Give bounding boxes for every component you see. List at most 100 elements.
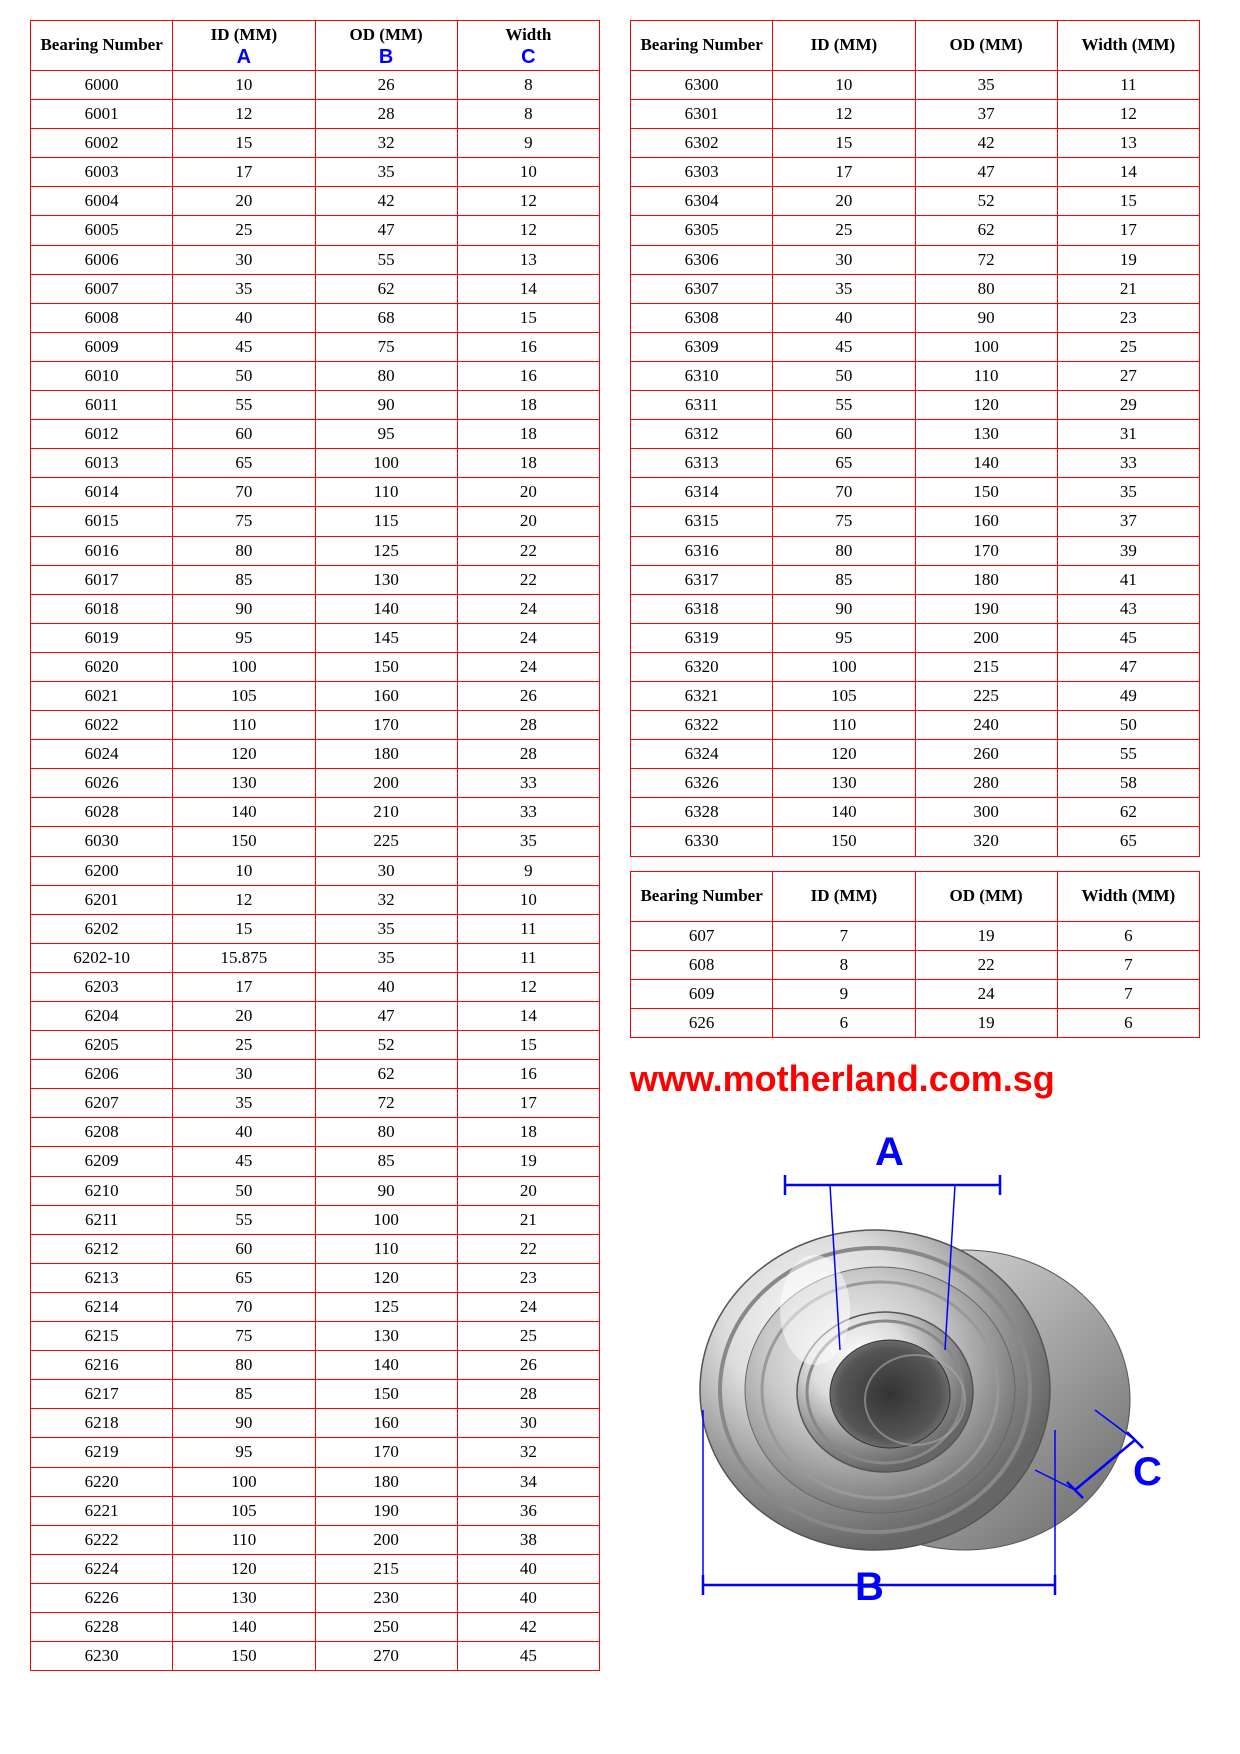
table-cell: 45 — [773, 332, 915, 361]
table-row: 63147015035 — [631, 478, 1200, 507]
table-cell: 38 — [457, 1525, 599, 1554]
table-cell: 50 — [173, 1176, 315, 1205]
table-row: 602613020033 — [31, 769, 600, 798]
diagram-label-b: B — [855, 1565, 884, 1610]
table-cell: 130 — [315, 1322, 457, 1351]
table-cell: 140 — [173, 1612, 315, 1641]
col-width: Width C — [457, 21, 599, 71]
table-cell: 110 — [773, 711, 915, 740]
table-cell: 6324 — [631, 740, 773, 769]
table-cell: 105 — [773, 681, 915, 710]
table-row: 623015027045 — [31, 1642, 600, 1671]
table-cell: 80 — [173, 1351, 315, 1380]
bearing-table-left: Bearing Number ID (MM) A OD (MM) B Width… — [30, 20, 600, 1671]
table-cell: 16 — [457, 361, 599, 390]
table-cell: 6330 — [631, 827, 773, 856]
table-cell: 6328 — [631, 798, 773, 827]
table-cell: 280 — [915, 769, 1057, 798]
table-cell: 85 — [173, 1380, 315, 1409]
table-cell: 6214 — [31, 1292, 173, 1321]
table-row: 62199517032 — [31, 1438, 600, 1467]
table-cell: 6203 — [31, 972, 173, 1001]
table-cell: 65 — [1057, 827, 1199, 856]
header-label: Width — [505, 25, 551, 44]
table-cell: 21 — [1057, 274, 1199, 303]
table-cell: 6212 — [31, 1234, 173, 1263]
table-cell: 19 — [915, 921, 1057, 950]
left-column: Bearing Number ID (MM) A OD (MM) B Width… — [30, 20, 600, 1671]
table-cell: 110 — [173, 711, 315, 740]
header-label: OD (MM) — [350, 25, 423, 44]
table-cell: 75 — [173, 1322, 315, 1351]
table-cell: 85 — [315, 1147, 457, 1176]
table-cell: 6008 — [31, 303, 173, 332]
table-cell: 180 — [915, 565, 1057, 594]
table-cell: 6026 — [31, 769, 173, 798]
table-cell: 35 — [315, 943, 457, 972]
table-cell: 50 — [1057, 711, 1199, 740]
table-cell: 6313 — [631, 449, 773, 478]
header-label: ID (MM) — [211, 25, 278, 44]
table-cell: 8 — [457, 71, 599, 100]
table-row: 63136514033 — [631, 449, 1200, 478]
table-row: 6210509020 — [31, 1176, 600, 1205]
table-cell: 6010 — [31, 361, 173, 390]
table-cell: 6310 — [631, 361, 773, 390]
table-cell: 14 — [1057, 158, 1199, 187]
table-cell: 40 — [173, 303, 315, 332]
table-cell: 120 — [915, 391, 1057, 420]
table-row: 62147012524 — [31, 1292, 600, 1321]
table-row: 6202153511 — [31, 914, 600, 943]
table-row: 6303174714 — [631, 158, 1200, 187]
table-row: 622814025042 — [31, 1612, 600, 1641]
table-cell: 6315 — [631, 507, 773, 536]
table-cell: 52 — [315, 1031, 457, 1060]
table-cell: 33 — [457, 798, 599, 827]
table-cell: 170 — [315, 1438, 457, 1467]
table-cell: 15.875 — [173, 943, 315, 972]
table-row: 6302154213 — [631, 129, 1200, 158]
table-cell: 30 — [173, 245, 315, 274]
table-cell: 130 — [773, 769, 915, 798]
table-cell: 170 — [915, 536, 1057, 565]
table-row: 600215329 — [31, 129, 600, 158]
diagram-label-c: C — [1133, 1450, 1162, 1495]
table-cell: 55 — [173, 391, 315, 420]
table-row: 603015022535 — [31, 827, 600, 856]
table-cell: 6226 — [31, 1583, 173, 1612]
table-cell: 6326 — [631, 769, 773, 798]
table-row: 632814030062 — [631, 798, 1200, 827]
table-row: 63094510025 — [631, 332, 1200, 361]
table-cell: 47 — [1057, 652, 1199, 681]
table-cell: 6302 — [631, 129, 773, 158]
table-row: 6306307219 — [631, 245, 1200, 274]
table-cell: 80 — [773, 536, 915, 565]
table-cell: 23 — [457, 1263, 599, 1292]
table-cell: 26 — [315, 71, 457, 100]
table-cell: 35 — [773, 274, 915, 303]
table-cell: 24 — [457, 623, 599, 652]
table-cell: 9 — [457, 129, 599, 158]
bearing-table-right-2: Bearing Number ID (MM) OD (MM) Width (MM… — [630, 871, 1200, 1038]
table-cell: 18 — [457, 391, 599, 420]
table-cell: 6028 — [31, 798, 173, 827]
table-cell: 16 — [457, 332, 599, 361]
table-cell: 215 — [915, 652, 1057, 681]
table-cell: 6210 — [31, 1176, 173, 1205]
table-cell: 140 — [915, 449, 1057, 478]
col-od: OD (MM) B — [315, 21, 457, 71]
table-cell: 19 — [915, 1008, 1057, 1037]
col-bearing-number: Bearing Number — [631, 21, 773, 71]
table-cell: 6314 — [631, 478, 773, 507]
table-row: 602110516026 — [31, 681, 600, 710]
table-cell: 15 — [773, 129, 915, 158]
table-cell: 62 — [315, 1060, 457, 1089]
table-cell: 34 — [457, 1467, 599, 1496]
header-label: Bearing Number — [40, 35, 162, 54]
table-cell: 55 — [773, 391, 915, 420]
table-row: 63157516037 — [631, 507, 1200, 536]
table-row: 6203174012 — [31, 972, 600, 1001]
table-cell: 80 — [315, 361, 457, 390]
table-cell: 6215 — [31, 1322, 173, 1351]
table-cell: 110 — [315, 1234, 457, 1263]
